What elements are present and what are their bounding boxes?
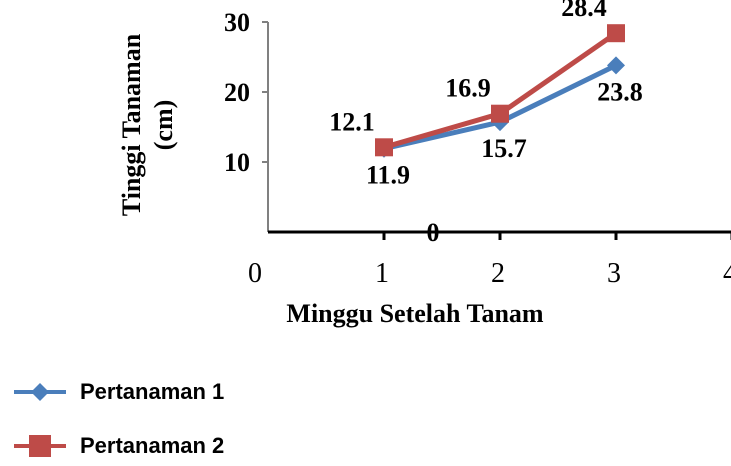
data-label-series-1: 11.9 xyxy=(366,161,410,190)
series-2-point xyxy=(491,104,509,123)
x-axis-title: Minggu Setelah Tanam xyxy=(286,299,544,328)
series-markers xyxy=(375,24,625,158)
data-label-series-1: 23.8 xyxy=(597,77,643,106)
tick-labels: 10 20 30 0 1 2 3 4 0 xyxy=(224,8,731,289)
legend-label: Pertanaman 2 xyxy=(80,433,225,458)
legend-label: Pertanaman 1 xyxy=(80,379,225,404)
legend-item-pertanaman-2: Pertanaman 2 xyxy=(10,426,224,466)
data-label-series-2: 12.1 xyxy=(329,107,375,136)
axes xyxy=(262,21,731,240)
series-2-point xyxy=(375,138,393,157)
x-tick-label: 3 xyxy=(607,258,621,289)
origin-label: 0 xyxy=(427,218,440,247)
x-tick-label: 4 xyxy=(723,258,731,289)
y-tick-label: 20 xyxy=(224,78,250,107)
x-tick-label: 2 xyxy=(491,258,505,289)
series-lines xyxy=(383,31,618,152)
series-2-point xyxy=(607,24,625,43)
series-1-point xyxy=(607,56,625,75)
legend-square-marker-icon xyxy=(14,435,66,457)
y-tick-label: 30 xyxy=(224,8,250,37)
data-label-series-2: 28.4 xyxy=(561,0,607,22)
data-label-series-2: 16.9 xyxy=(445,74,491,103)
y-axis-title-line2: (cm) xyxy=(149,100,178,151)
y-tick-label: 10 xyxy=(224,148,250,177)
data-labels: 11.9 15.7 23.8 12.1 16.9 28.4 xyxy=(329,0,643,190)
x-tick-label: 0 xyxy=(248,258,262,289)
x-tick-label: 1 xyxy=(375,258,389,289)
data-label-series-1: 15.7 xyxy=(481,134,527,163)
y-axis-title-line1: Tinggi Tanaman xyxy=(117,33,146,216)
legend-diamond-marker-icon xyxy=(14,383,66,401)
legend-item-pertanaman-1: Pertanaman 1 xyxy=(10,372,224,412)
